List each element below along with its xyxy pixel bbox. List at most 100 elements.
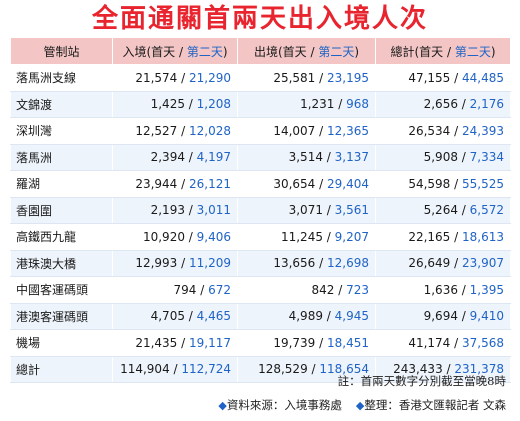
- entry-cell: 114,904 / 112,724: [112, 355, 238, 383]
- second-day-value: 18,451: [327, 335, 369, 350]
- station-name-cell: 香園圍: [10, 196, 113, 224]
- second-day-value: 118,654: [319, 362, 369, 377]
- first-day-value: 25,581: [273, 70, 316, 85]
- exit-cell: 3,514 / 3,137: [237, 143, 376, 171]
- first-day-value: 23,944: [135, 176, 178, 191]
- second-day-value: 4,945: [334, 309, 369, 324]
- first-day-value: 2,656: [423, 97, 458, 112]
- entry-cell: 10,920 / 9,406: [112, 223, 238, 251]
- value-separator: /: [457, 203, 470, 218]
- diamond-bullet-icon: ◆: [218, 399, 227, 412]
- first-day-value: 54,598: [408, 176, 451, 191]
- entry-cell: 794 / 672: [112, 276, 238, 304]
- second-day-value: 12,028: [189, 123, 231, 138]
- table-row: 中國客運碼頭 794 / 672 842 / 723 1,636 / 1,395: [10, 276, 511, 304]
- header-entry: 入境(首天 / 第二天): [112, 37, 238, 65]
- second-day-value: 3,137: [334, 150, 369, 165]
- first-day-value: 2,193: [150, 203, 185, 218]
- value-separator: /: [315, 70, 327, 85]
- first-day-value: 30,654: [273, 176, 316, 191]
- total-cell: 5,264 / 6,572: [375, 196, 511, 224]
- first-day-value: 21,574: [135, 70, 178, 85]
- first-day-value: 47,155: [408, 70, 451, 85]
- total-cell: 9,694 / 9,410: [375, 302, 511, 330]
- header-total: 總計(首天 / 第二天): [375, 37, 511, 65]
- first-day-value: 1,636: [423, 282, 458, 297]
- station-name-cell: 深圳灣: [10, 117, 113, 145]
- table-body: 落馬洲支線 21,574 / 21,290 25,581 / 23,195 47,15…: [10, 64, 511, 383]
- second-day-value: 24,393: [462, 123, 504, 138]
- second-day-value: 112,724: [181, 362, 231, 377]
- station-name-cell: 機場: [10, 329, 113, 357]
- footnote: 註：首兩天數字分別截至當晚8時: [337, 374, 506, 388]
- value-separator: /: [334, 282, 347, 297]
- entry-cell: 23,944 / 26,121: [112, 170, 238, 198]
- station-name-cell: 港珠澳大橋: [10, 249, 113, 277]
- second-day-value: 37,568: [462, 335, 504, 350]
- data-source-text: 資料來源：入境事務處: [226, 398, 342, 412]
- first-day-value: 842: [311, 282, 335, 297]
- table-row: 總計 114,904 / 112,724 128,529 / 118,654 243,…: [10, 355, 511, 383]
- exit-cell: 14,007 / 12,365: [237, 117, 376, 145]
- value-separator: /: [457, 309, 470, 324]
- value-separator: /: [315, 176, 327, 191]
- second-day-value: 12,698: [327, 256, 369, 271]
- station-name-cell: 港澳客運碼頭: [10, 302, 113, 330]
- value-separator: /: [177, 335, 189, 350]
- header-exit-prefix: 出境(首天 /: [253, 44, 319, 59]
- second-day-value: 26,121: [189, 176, 231, 191]
- value-separator: /: [442, 362, 455, 377]
- second-day-value: 21,290: [189, 70, 231, 85]
- station-name-cell: 高鐵西九龍: [10, 223, 113, 251]
- value-separator: /: [315, 123, 327, 138]
- value-separator: /: [184, 309, 197, 324]
- second-day-value: 3,011: [196, 203, 231, 218]
- second-day-value: 55,525: [462, 176, 504, 191]
- value-separator: /: [177, 70, 189, 85]
- first-day-value: 9,694: [423, 309, 458, 324]
- total-cell: 26,534 / 24,393: [375, 117, 511, 145]
- exit-cell: 19,739 / 18,451: [237, 329, 376, 357]
- first-day-value: 114,904: [120, 362, 170, 377]
- compiled-by-text: 整理：香港文匯報記者 文森: [364, 398, 506, 412]
- header-entry-prefix: 入境(首天 /: [122, 44, 187, 59]
- value-separator: /: [177, 123, 189, 138]
- total-cell: 1,636 / 1,395: [375, 276, 511, 304]
- first-day-value: 1,231: [300, 97, 335, 112]
- first-day-value: 4,989: [288, 309, 323, 324]
- exit-cell: 128,529 / 118,654: [237, 355, 376, 383]
- second-day-value: 6,572: [469, 203, 504, 218]
- second-day-value: 7,334: [469, 150, 504, 165]
- first-day-value: 1,425: [150, 97, 185, 112]
- entry-cell: 4,705 / 4,465: [112, 302, 238, 330]
- second-day-value: 231,378: [454, 362, 504, 377]
- first-day-value: 14,007: [273, 123, 316, 138]
- value-separator: /: [450, 176, 462, 191]
- crossing-table: 管制站 入境(首天 / 第二天) 出境(首天 / 第二天) 總計(首天 / 第二…: [10, 37, 511, 383]
- value-separator: /: [169, 362, 182, 377]
- header-station: 管制站: [10, 37, 113, 65]
- value-separator: /: [334, 97, 347, 112]
- header-total-second-day: 第二天: [454, 44, 491, 59]
- second-day-value: 9,406: [196, 229, 231, 244]
- table-row: 機場 21,435 / 19,117 19,739 / 18,451 41,174 /…: [10, 329, 511, 357]
- second-day-value: 672: [208, 282, 231, 297]
- value-separator: /: [450, 229, 462, 244]
- value-separator: /: [322, 203, 335, 218]
- exit-cell: 3,071 / 3,561: [237, 196, 376, 224]
- table-row: 港澳客運碼頭 4,705 / 4,465 4,989 / 4,945 9,694 / …: [10, 302, 511, 330]
- value-separator: /: [450, 123, 462, 138]
- entry-cell: 21,435 / 19,117: [112, 329, 238, 357]
- first-day-value: 26,649: [408, 256, 451, 271]
- first-day-value: 11,245: [280, 229, 323, 244]
- table-row: 落馬洲 2,394 / 4,197 3,514 / 3,137 5,908 / 7,3…: [10, 143, 511, 171]
- entry-cell: 12,527 / 12,028: [112, 117, 238, 145]
- value-separator: /: [322, 229, 335, 244]
- value-separator: /: [307, 362, 320, 377]
- value-separator: /: [184, 229, 197, 244]
- table-row: 羅湖 23,944 / 26,121 30,654 / 29,404 54,598 /…: [10, 170, 511, 198]
- station-name-cell: 總計: [10, 355, 113, 383]
- total-cell: 243,433 / 231,378: [375, 355, 511, 383]
- second-day-value: 3,561: [334, 203, 369, 218]
- second-day-value: 723: [346, 282, 369, 297]
